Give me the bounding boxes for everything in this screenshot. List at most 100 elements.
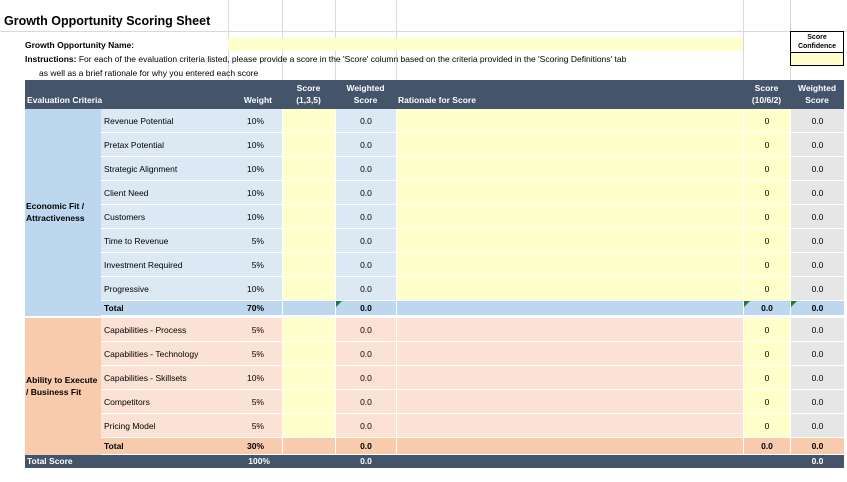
rationale-input[interactable] <box>397 253 743 277</box>
header-criteria: Evaluation Criteria <box>27 95 103 105</box>
rationale-input[interactable] <box>397 205 743 229</box>
weighted-score-value: 0.0 <box>336 390 396 414</box>
score-input[interactable] <box>283 181 335 205</box>
confidence-score-value[interactable]: 0 <box>744 229 790 253</box>
grand-total-weighted: 0.0 <box>360 456 372 466</box>
comment-indicator <box>791 301 797 307</box>
confidence-score-value[interactable]: 0 <box>744 109 790 133</box>
confidence-weighted-value: 0.0 <box>791 414 844 438</box>
confidence-weighted-value: 0.0 <box>791 157 844 181</box>
score-input[interactable] <box>283 133 335 157</box>
rationale-input[interactable] <box>397 414 743 438</box>
score-input[interactable] <box>283 414 335 438</box>
header-weighted-score: Weighted Score <box>346 83 385 105</box>
weight-value: 10% <box>228 205 282 229</box>
total-label: Total <box>101 438 228 455</box>
confidence-score-value[interactable]: 0 <box>744 205 790 229</box>
total-confidence-score: 0.0 <box>744 301 790 316</box>
criteria-label: Capabilities - Technology <box>101 342 228 366</box>
total-score-blank <box>283 301 335 316</box>
confidence-weighted-value: 0.0 <box>791 390 844 414</box>
group-label-ability-to-execute: Ability to Execute / Business Fit <box>26 375 98 397</box>
confidence-score-value[interactable]: 0 <box>744 366 790 390</box>
score-input[interactable] <box>283 205 335 229</box>
total-rationale-blank <box>397 438 743 455</box>
weight-value: 5% <box>228 253 282 277</box>
score-input[interactable] <box>283 390 335 414</box>
criteria-label: Pricing Model <box>101 414 228 438</box>
rationale-input[interactable] <box>397 366 743 390</box>
criteria-label: Investment Required <box>101 253 228 277</box>
total-confidence-weighted: 0.0 <box>791 438 844 455</box>
confidence-score-value[interactable]: 0 <box>744 390 790 414</box>
header-rationale: Rationale for Score <box>398 95 476 105</box>
weighted-score-value: 0.0 <box>336 366 396 390</box>
confidence-score-value[interactable]: 0 <box>744 414 790 438</box>
total-rationale-blank <box>397 301 743 316</box>
criteria-label: Revenue Potential <box>101 109 228 133</box>
weighted-score-value: 0.0 <box>336 181 396 205</box>
score-input[interactable] <box>283 277 335 301</box>
rationale-input[interactable] <box>397 390 743 414</box>
score-input[interactable] <box>283 366 335 390</box>
confidence-weighted-value: 0.0 <box>791 205 844 229</box>
confidence-score-value[interactable]: 0 <box>744 133 790 157</box>
header-row <box>25 80 844 109</box>
score-input[interactable] <box>283 253 335 277</box>
weighted-score-value: 0.0 <box>336 414 396 438</box>
weight-value: 5% <box>228 318 282 342</box>
confidence-score-value[interactable]: 0 <box>744 253 790 277</box>
confidence-weighted-value: 0.0 <box>791 366 844 390</box>
weight-value: 10% <box>228 109 282 133</box>
criteria-label: Pretax Potential <box>101 133 228 157</box>
criteria-label: Customers <box>101 205 228 229</box>
score-confidence-input[interactable] <box>790 53 844 66</box>
weight-value: 5% <box>228 414 282 438</box>
total-weighted-score: 0.0 <box>336 301 396 316</box>
weight-value: 10% <box>228 133 282 157</box>
weight-value: 5% <box>228 342 282 366</box>
confidence-weighted-value: 0.0 <box>791 229 844 253</box>
score-input[interactable] <box>283 342 335 366</box>
grand-total-confidence-weighted: 0.0 <box>811 456 824 466</box>
group-ability-to-execute <box>25 318 101 455</box>
weighted-score-value: 0.0 <box>336 277 396 301</box>
weight-value: 10% <box>228 277 282 301</box>
confidence-score-value[interactable]: 0 <box>744 181 790 205</box>
weighted-score-value: 0.0 <box>336 133 396 157</box>
score-input[interactable] <box>283 229 335 253</box>
weighted-score-value: 0.0 <box>336 342 396 366</box>
confidence-weighted-value: 0.0 <box>791 181 844 205</box>
confidence-score-value[interactable]: 0 <box>744 342 790 366</box>
opportunity-name-input[interactable] <box>228 38 743 51</box>
confidence-weighted-value: 0.0 <box>791 342 844 366</box>
instructions-line1: For each of the evaluation criteria list… <box>76 54 627 64</box>
confidence-score-value[interactable]: 0 <box>744 157 790 181</box>
rationale-input[interactable] <box>397 277 743 301</box>
rationale-input[interactable] <box>397 157 743 181</box>
criteria-label: Capabilities - Process <box>101 318 228 342</box>
score-input[interactable] <box>283 318 335 342</box>
instructions-line2: as well as a brief rationale for why you… <box>39 68 259 78</box>
grand-total-label: Total Score <box>27 456 73 466</box>
rationale-input[interactable] <box>397 109 743 133</box>
instructions-text: Instructions: For each of the evaluation… <box>25 54 626 64</box>
rationale-input[interactable] <box>397 342 743 366</box>
rationale-input[interactable] <box>397 133 743 157</box>
confidence-weighted-value: 0.0 <box>791 277 844 301</box>
weighted-score-value: 0.0 <box>336 109 396 133</box>
score-input[interactable] <box>283 157 335 181</box>
confidence-score-value[interactable]: 0 <box>744 318 790 342</box>
total-weight: 30% <box>228 438 282 455</box>
total-weighted-score: 0.0 <box>336 438 396 455</box>
total-confidence-score: 0.0 <box>744 438 790 455</box>
score-input[interactable] <box>283 109 335 133</box>
rationale-input[interactable] <box>397 318 743 342</box>
weighted-score-value: 0.0 <box>336 253 396 277</box>
criteria-label: Capabilities - Skillsets <box>101 366 228 390</box>
total-weight: 70% <box>228 301 282 316</box>
confidence-score-value[interactable]: 0 <box>744 277 790 301</box>
rationale-input[interactable] <box>397 181 743 205</box>
group-economic-fit <box>25 109 101 316</box>
rationale-input[interactable] <box>397 229 743 253</box>
